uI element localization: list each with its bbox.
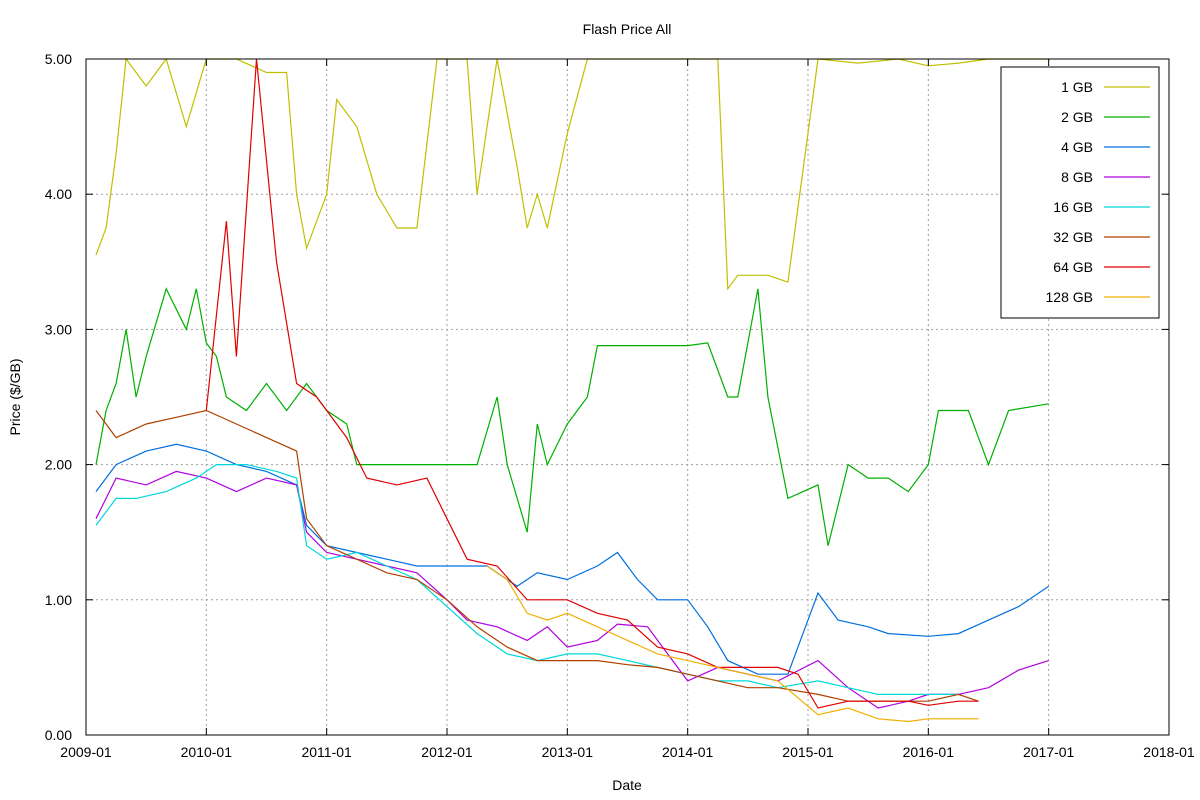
series-line-128-gb <box>486 565 979 723</box>
series-line-4-gb <box>95 443 1050 675</box>
x-axis-label: Date <box>612 777 642 793</box>
chart-title: Flash Price All <box>583 21 672 37</box>
plot-frame <box>85 58 1170 736</box>
x-tick-label: 2009-01 <box>60 744 112 760</box>
y-tick-label: 4.00 <box>45 186 72 202</box>
legend-label-64-gb: 64 GB <box>1053 259 1093 275</box>
series-lines <box>95 57 1050 723</box>
legend-label-1-gb: 1 GB <box>1061 79 1093 95</box>
x-tick-label: 2015-01 <box>782 744 834 760</box>
x-tick-label: 2012-01 <box>421 744 473 760</box>
series-line-8-gb <box>95 470 1049 709</box>
legend-label-16-gb: 16 GB <box>1053 199 1093 215</box>
x-tick-label: 2013-01 <box>542 744 594 760</box>
legend-label-8-gb: 8 GB <box>1061 169 1093 185</box>
x-tick-label: 2017-01 <box>1023 744 1075 760</box>
y-axis: 0.00 1.00 2.00 3.00 4.00 5.00 <box>45 51 72 743</box>
legend-label-2-gb: 2 GB <box>1061 109 1093 125</box>
axis-ticks <box>85 58 1170 736</box>
y-tick-label: 1.00 <box>45 592 72 608</box>
x-tick-label: 2010-01 <box>181 744 233 760</box>
y-tick-label: 2.00 <box>45 457 72 473</box>
x-tick-label: 2018-01 <box>1143 744 1195 760</box>
series-line-16-gb <box>95 464 959 696</box>
x-tick-label: 2014-01 <box>662 744 714 760</box>
series-line-32-gb <box>95 409 979 702</box>
x-axis: 2009-01 2010-01 2011-01 2012-01 2013-01 2014-… <box>60 744 1195 760</box>
series-line-2-gb <box>95 287 1049 546</box>
series-line-64-gb <box>205 58 979 709</box>
legend-box <box>1000 66 1160 319</box>
x-tick-label: 2011-01 <box>301 744 352 760</box>
series-line-1-gb <box>95 57 1049 291</box>
legend: 1 GB 2 GB 4 GB 8 GB 16 GB 32 GB 64 GB 128 GB <box>1000 66 1160 319</box>
y-tick-label: 3.00 <box>45 321 72 337</box>
grid <box>86 59 1169 735</box>
x-tick-label: 2016-01 <box>903 744 955 760</box>
legend-label-128-gb: 128 GB <box>1046 289 1093 305</box>
legend-label-4-gb: 4 GB <box>1061 139 1093 155</box>
y-tick-label: 5.00 <box>45 51 72 67</box>
y-tick-label: 0.00 <box>45 727 72 743</box>
y-axis-label: Price ($/GB) <box>7 358 23 435</box>
legend-label-32-gb: 32 GB <box>1053 229 1093 245</box>
